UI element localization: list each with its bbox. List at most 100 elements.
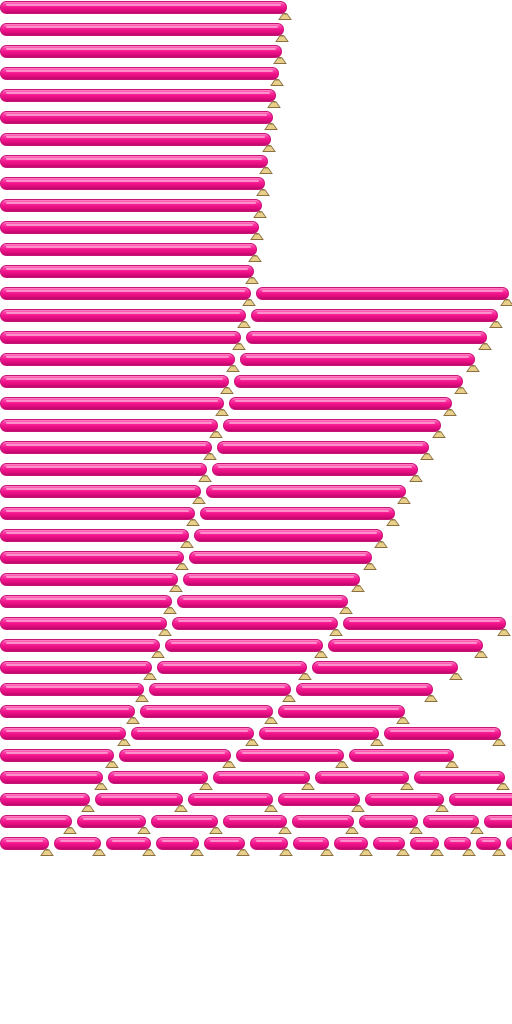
pink-bar bbox=[234, 375, 463, 388]
triangle-weight-icon bbox=[363, 563, 377, 570]
pink-bar bbox=[108, 771, 208, 784]
triangle-weight-icon bbox=[320, 849, 334, 856]
triangle-weight-icon bbox=[142, 849, 156, 856]
triangle-weight-icon bbox=[279, 849, 293, 856]
triangle-weight-icon bbox=[454, 387, 468, 394]
triangle-weight-icon bbox=[435, 805, 449, 812]
triangle-weight-icon bbox=[335, 761, 349, 768]
pink-bar bbox=[0, 265, 254, 278]
pink-bar bbox=[213, 771, 310, 784]
pink-bar bbox=[343, 617, 506, 630]
pink-bar bbox=[359, 815, 418, 828]
triangle-weight-icon bbox=[430, 849, 444, 856]
pink-bar bbox=[131, 727, 254, 740]
pink-bar bbox=[194, 529, 383, 542]
pink-bar bbox=[296, 683, 433, 696]
triangle-weight-icon bbox=[278, 13, 292, 20]
pink-bar bbox=[292, 815, 354, 828]
pink-bar bbox=[246, 331, 487, 344]
pink-bar bbox=[0, 639, 160, 652]
triangle-weight-icon bbox=[92, 849, 106, 856]
pink-bar bbox=[278, 705, 405, 718]
pink-bar bbox=[0, 617, 167, 630]
triangle-weight-icon bbox=[158, 629, 172, 636]
triangle-weight-icon bbox=[409, 475, 423, 482]
pink-bar bbox=[172, 617, 338, 630]
pink-bar bbox=[0, 463, 207, 476]
pink-bar bbox=[0, 23, 284, 36]
pink-bar bbox=[365, 793, 444, 806]
triangle-weight-icon bbox=[489, 321, 503, 328]
triangle-weight-icon bbox=[81, 805, 95, 812]
pink-bar bbox=[106, 837, 151, 850]
triangle-weight-icon bbox=[500, 299, 512, 306]
pink-bar bbox=[223, 815, 287, 828]
pink-bar bbox=[293, 837, 329, 850]
triangle-weight-icon bbox=[462, 849, 476, 856]
triangle-weight-icon bbox=[339, 607, 353, 614]
triangle-weight-icon bbox=[135, 695, 149, 702]
triangle-weight-icon bbox=[270, 79, 284, 86]
triangle-weight-icon bbox=[198, 475, 212, 482]
triangle-weight-icon bbox=[199, 783, 213, 790]
triangle-weight-icon bbox=[63, 827, 77, 834]
triangle-weight-icon bbox=[497, 629, 511, 636]
pink-bar bbox=[0, 815, 72, 828]
triangle-weight-icon bbox=[174, 805, 188, 812]
triangle-weight-icon bbox=[370, 739, 384, 746]
pink-bar bbox=[484, 815, 512, 828]
pink-bar bbox=[0, 573, 178, 586]
pink-bar bbox=[278, 793, 360, 806]
pink-bar bbox=[506, 837, 512, 850]
pink-bar bbox=[0, 243, 257, 256]
pink-bar bbox=[0, 353, 235, 366]
triangle-weight-icon bbox=[466, 365, 480, 372]
triangle-weight-icon bbox=[445, 761, 459, 768]
pink-bar bbox=[0, 133, 271, 146]
pink-bar bbox=[0, 1, 287, 14]
triangle-weight-icon bbox=[267, 101, 281, 108]
triangle-weight-icon bbox=[262, 145, 276, 152]
triangle-weight-icon bbox=[345, 827, 359, 834]
triangle-weight-icon bbox=[278, 827, 292, 834]
triangle-weight-icon bbox=[409, 827, 423, 834]
triangle-weight-icon bbox=[253, 211, 267, 218]
triangle-weight-icon bbox=[397, 497, 411, 504]
pink-bar bbox=[236, 749, 344, 762]
triangle-weight-icon bbox=[298, 673, 312, 680]
triangle-weight-icon bbox=[351, 805, 365, 812]
pink-bar bbox=[140, 705, 273, 718]
triangle-weight-icon bbox=[400, 783, 414, 790]
pink-bar bbox=[0, 287, 251, 300]
triangle-weight-icon bbox=[264, 123, 278, 130]
pink-bar bbox=[410, 837, 439, 850]
triangle-weight-icon bbox=[232, 343, 246, 350]
triangle-weight-icon bbox=[236, 849, 250, 856]
pink-bar bbox=[229, 397, 452, 410]
pink-bar bbox=[151, 815, 218, 828]
triangle-weight-icon bbox=[226, 365, 240, 372]
triangle-weight-icon bbox=[256, 189, 270, 196]
pink-bar bbox=[223, 419, 441, 432]
pink-bar bbox=[328, 639, 483, 652]
pink-bar bbox=[0, 441, 212, 454]
triangle-weight-icon bbox=[180, 541, 194, 548]
triangle-weight-icon bbox=[40, 849, 54, 856]
pink-bar bbox=[0, 485, 201, 498]
triangle-weight-icon bbox=[492, 739, 506, 746]
triangle-weight-icon bbox=[220, 387, 234, 394]
pink-bar bbox=[0, 771, 103, 784]
pink-bar bbox=[77, 815, 146, 828]
triangle-weight-icon bbox=[432, 431, 446, 438]
pink-bar bbox=[0, 727, 126, 740]
pink-bar bbox=[0, 419, 218, 432]
pink-bar bbox=[204, 837, 245, 850]
pink-bar bbox=[373, 837, 405, 850]
pink-bar bbox=[0, 375, 229, 388]
pink-bar bbox=[256, 287, 509, 300]
triangle-weight-icon bbox=[474, 651, 488, 658]
triangle-weight-icon bbox=[273, 57, 287, 64]
triangle-weight-icon bbox=[264, 717, 278, 724]
pink-bar bbox=[240, 353, 475, 366]
